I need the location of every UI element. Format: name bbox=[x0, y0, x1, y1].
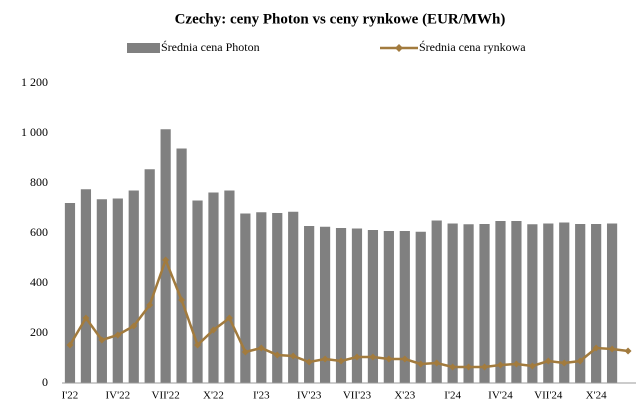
chart-title: Czechy: ceny Photon vs ceny rynkowe (EUR… bbox=[175, 11, 506, 27]
x-tick-label: IV'23 bbox=[297, 390, 322, 402]
x-tick-label: VII'22 bbox=[152, 390, 180, 402]
bar bbox=[192, 200, 203, 383]
line-marker bbox=[465, 363, 473, 371]
line-marker bbox=[194, 341, 202, 349]
bar bbox=[559, 222, 570, 383]
line-marker bbox=[82, 314, 90, 322]
x-tick-label: IV'24 bbox=[488, 390, 513, 402]
line-marker bbox=[417, 360, 425, 368]
x-tick-label: X'24 bbox=[586, 390, 607, 402]
line-marker bbox=[576, 357, 584, 365]
legend-label: Średnia cena Photon bbox=[161, 40, 260, 54]
bar bbox=[80, 189, 92, 383]
line-marker bbox=[433, 359, 441, 367]
bar bbox=[495, 221, 506, 383]
legend-label: Średnia cena rynkowa bbox=[419, 40, 526, 54]
bar bbox=[112, 198, 123, 383]
line-marker bbox=[321, 355, 329, 363]
bar bbox=[383, 231, 394, 383]
bar bbox=[96, 199, 107, 383]
bar bbox=[208, 192, 219, 383]
bar bbox=[64, 203, 76, 383]
y-tick-label: 1 200 bbox=[21, 75, 48, 89]
bar bbox=[575, 224, 586, 383]
line-marker bbox=[481, 363, 489, 371]
bar bbox=[240, 213, 251, 383]
bar bbox=[160, 129, 171, 383]
bar bbox=[399, 231, 410, 383]
line-marker bbox=[273, 351, 281, 359]
line-marker bbox=[130, 322, 138, 330]
line-marker bbox=[162, 256, 170, 264]
bar bbox=[144, 169, 155, 383]
x-tick-label: I'23 bbox=[253, 390, 270, 402]
bar bbox=[335, 228, 347, 383]
bar bbox=[543, 223, 554, 383]
line-marker bbox=[66, 341, 74, 349]
line-marker bbox=[305, 358, 313, 366]
y-tick-label: 0 bbox=[42, 375, 48, 389]
y-tick-label: 400 bbox=[30, 275, 48, 289]
y-tick-label: 1 000 bbox=[21, 125, 48, 139]
line-marker bbox=[592, 344, 600, 352]
bar bbox=[304, 226, 315, 383]
bar bbox=[479, 224, 490, 383]
bar bbox=[463, 224, 474, 383]
line-marker bbox=[401, 355, 409, 363]
bar bbox=[591, 224, 602, 383]
line-marker bbox=[225, 314, 233, 322]
x-tick-label: X'23 bbox=[394, 390, 415, 402]
line-marker bbox=[353, 353, 361, 361]
line-marker bbox=[241, 348, 249, 356]
line-marker bbox=[544, 357, 552, 365]
line-marker bbox=[337, 357, 345, 365]
line-marker bbox=[146, 301, 154, 309]
line-marker bbox=[178, 296, 186, 304]
bar bbox=[431, 220, 442, 383]
line-marker bbox=[496, 361, 504, 369]
line-marker bbox=[449, 363, 457, 371]
line-marker bbox=[98, 336, 106, 344]
bar bbox=[128, 190, 139, 383]
bar bbox=[606, 223, 618, 383]
bar bbox=[367, 230, 379, 383]
line-marker bbox=[114, 331, 122, 339]
x-tick-label: I'22 bbox=[62, 390, 79, 402]
bar bbox=[351, 228, 363, 383]
x-tick-label: X'22 bbox=[203, 390, 224, 402]
bar bbox=[319, 226, 331, 383]
bar bbox=[288, 211, 299, 383]
y-tick-label: 200 bbox=[30, 325, 48, 339]
bar bbox=[447, 223, 458, 383]
x-tick-label: I'24 bbox=[444, 390, 461, 402]
legend-swatch bbox=[127, 43, 160, 53]
line-marker bbox=[289, 352, 297, 360]
x-tick-label: IV'22 bbox=[106, 390, 131, 402]
line-marker bbox=[369, 353, 377, 361]
bar bbox=[176, 148, 187, 383]
x-tick-label: VII'24 bbox=[534, 390, 563, 402]
y-tick-label: 600 bbox=[30, 225, 48, 239]
bar bbox=[527, 224, 538, 383]
x-tick-label: VII'23 bbox=[343, 390, 372, 402]
line-marker bbox=[528, 362, 536, 370]
line-marker bbox=[385, 355, 393, 363]
line-marker bbox=[624, 347, 632, 355]
bar bbox=[256, 212, 267, 383]
bar bbox=[415, 231, 426, 383]
line-marker bbox=[257, 344, 265, 352]
line-marker bbox=[512, 360, 520, 368]
line-marker bbox=[209, 326, 217, 334]
bar bbox=[272, 213, 283, 383]
y-tick-label: 800 bbox=[30, 175, 48, 189]
line-marker bbox=[560, 359, 568, 367]
legend-marker bbox=[395, 44, 403, 52]
line-marker bbox=[608, 345, 616, 353]
bar bbox=[511, 221, 522, 383]
bar bbox=[224, 190, 235, 383]
